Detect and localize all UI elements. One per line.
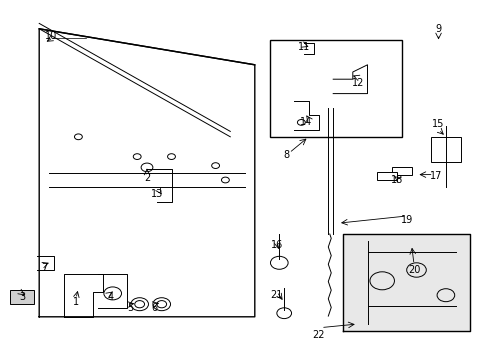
Text: 4: 4: [107, 292, 113, 302]
Text: 2: 2: [144, 173, 150, 183]
Polygon shape: [343, 234, 470, 331]
Text: 17: 17: [430, 171, 442, 181]
Text: 5: 5: [127, 303, 133, 313]
Text: 1: 1: [73, 297, 79, 307]
Text: 6: 6: [151, 303, 157, 313]
Text: 3: 3: [19, 292, 25, 302]
Text: 22: 22: [312, 330, 325, 340]
Bar: [392, 167, 412, 175]
Text: 19: 19: [401, 215, 413, 225]
Text: 8: 8: [284, 150, 290, 160]
Text: 16: 16: [270, 240, 283, 250]
Bar: [377, 172, 397, 180]
Bar: [431, 137, 461, 162]
Text: 12: 12: [351, 78, 364, 88]
Text: 9: 9: [436, 24, 441, 34]
Text: 20: 20: [408, 265, 420, 275]
Text: 7: 7: [41, 263, 47, 273]
Text: 13: 13: [151, 189, 163, 199]
Text: 10: 10: [45, 31, 58, 41]
Text: 21: 21: [270, 290, 283, 300]
Text: 18: 18: [391, 175, 403, 185]
Bar: [10, 290, 34, 304]
Text: 14: 14: [300, 117, 313, 127]
Bar: [270, 40, 402, 137]
Text: 15: 15: [432, 119, 445, 129]
Text: 11: 11: [297, 42, 310, 52]
